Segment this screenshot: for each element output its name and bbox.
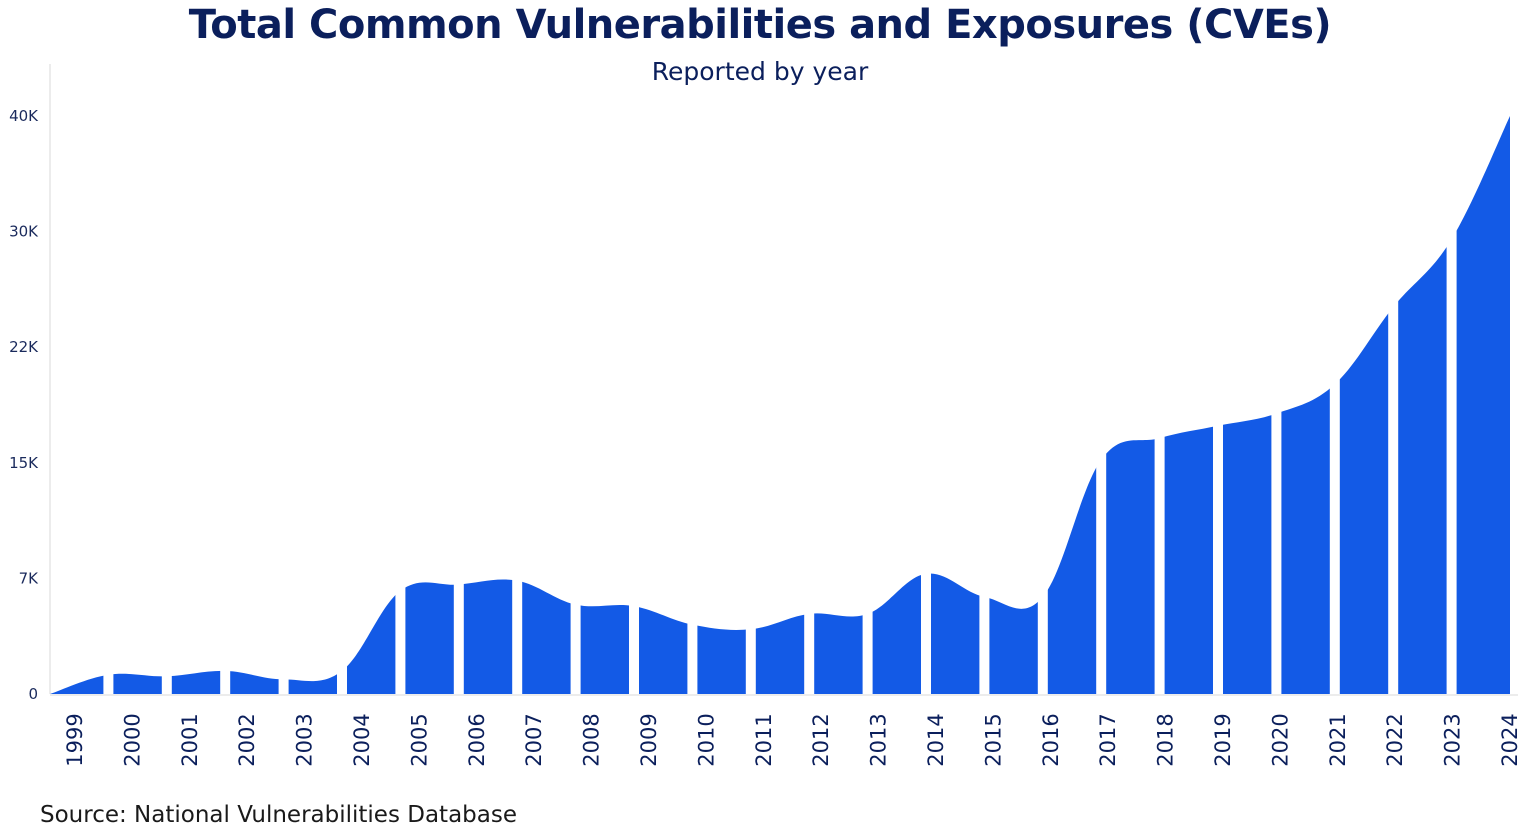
- y-tick-label: 15K: [9, 454, 39, 472]
- x-tick-label: 2009: [637, 713, 661, 766]
- year-separator: [220, 106, 231, 694]
- year-separator: [395, 106, 406, 694]
- y-tick-label: 30K: [9, 223, 39, 241]
- year-separator: [1271, 106, 1282, 694]
- x-tick-label: 2003: [293, 713, 317, 766]
- x-tick-label: 2013: [867, 713, 891, 766]
- x-tick-label: 1999: [63, 713, 87, 766]
- x-tick-label: 2018: [1154, 713, 1178, 766]
- year-separator: [1096, 106, 1107, 694]
- chart-source: Source: National Vulnerabilities Databas…: [40, 802, 517, 828]
- x-tick-label: 2011: [752, 713, 776, 766]
- axes: [49, 64, 1518, 696]
- year-separator: [161, 106, 172, 694]
- year-separators: [103, 106, 1457, 694]
- year-separator: [745, 106, 756, 694]
- area-layer: [50, 116, 1510, 694]
- year-separator: [453, 106, 464, 694]
- x-tick-label: 2008: [580, 713, 604, 766]
- year-separator: [1213, 106, 1223, 694]
- x-tick-label: 2007: [522, 713, 546, 766]
- x-tick-label: 2012: [809, 713, 833, 766]
- x-tick-label: 2017: [1096, 713, 1120, 766]
- x-axis-ticks: 1999 2000 2001 2002 2003 2004 2005 2006 2007 2008…: [63, 713, 1520, 766]
- chart-subtitle: Reported by year: [651, 57, 869, 86]
- y-axis-ticks: 0 7K 15K 22K 30K 40K: [9, 107, 39, 703]
- x-tick-label: 2010: [694, 713, 718, 766]
- x-tick-label: 2002: [235, 713, 259, 766]
- chart-title: Total Common Vulnerabilities and Exposur…: [188, 2, 1332, 48]
- year-separator: [629, 106, 639, 694]
- chart-canvas: 0 7K 15K 22K 30K 40K 1999 2000 2001 2002 2003 2004…: [9, 64, 1520, 767]
- x-tick-label: 2021: [1326, 713, 1350, 766]
- year-separator: [804, 106, 815, 694]
- year-separator: [1329, 106, 1340, 694]
- x-tick-label: 2020: [1268, 713, 1292, 766]
- year-separator: [1154, 106, 1165, 694]
- year-separator: [862, 106, 873, 694]
- y-tick-label: 0: [28, 685, 38, 703]
- x-tick-label: 2019: [1211, 713, 1235, 766]
- year-separator: [570, 106, 581, 694]
- y-tick-label: 7K: [19, 569, 40, 587]
- x-tick-label: 2014: [924, 713, 948, 766]
- year-separator: [103, 106, 114, 694]
- x-tick-label: 2004: [350, 713, 374, 766]
- x-tick-label: 2023: [1441, 713, 1465, 766]
- x-tick-label: 2016: [1039, 713, 1063, 766]
- year-separator: [512, 106, 523, 694]
- y-tick-label: 22K: [9, 338, 39, 356]
- x-tick-label: 2005: [407, 713, 431, 766]
- x-tick-label: 2006: [465, 713, 489, 766]
- x-tick-label: 2015: [981, 713, 1005, 766]
- year-separator: [337, 106, 347, 694]
- year-separator: [1388, 106, 1399, 694]
- year-separator: [687, 106, 698, 694]
- x-tick-label: 2001: [178, 713, 202, 766]
- cve-area-series: [50, 116, 1510, 694]
- year-separator: [278, 106, 289, 694]
- x-tick-label: 2022: [1383, 713, 1407, 766]
- x-tick-label: 2024: [1498, 713, 1520, 766]
- year-separator: [1037, 106, 1048, 694]
- year-separator: [979, 106, 990, 694]
- year-separator: [921, 106, 931, 694]
- x-tick-label: 2000: [120, 713, 144, 766]
- y-tick-label: 40K: [9, 107, 39, 125]
- year-separator: [1446, 106, 1457, 694]
